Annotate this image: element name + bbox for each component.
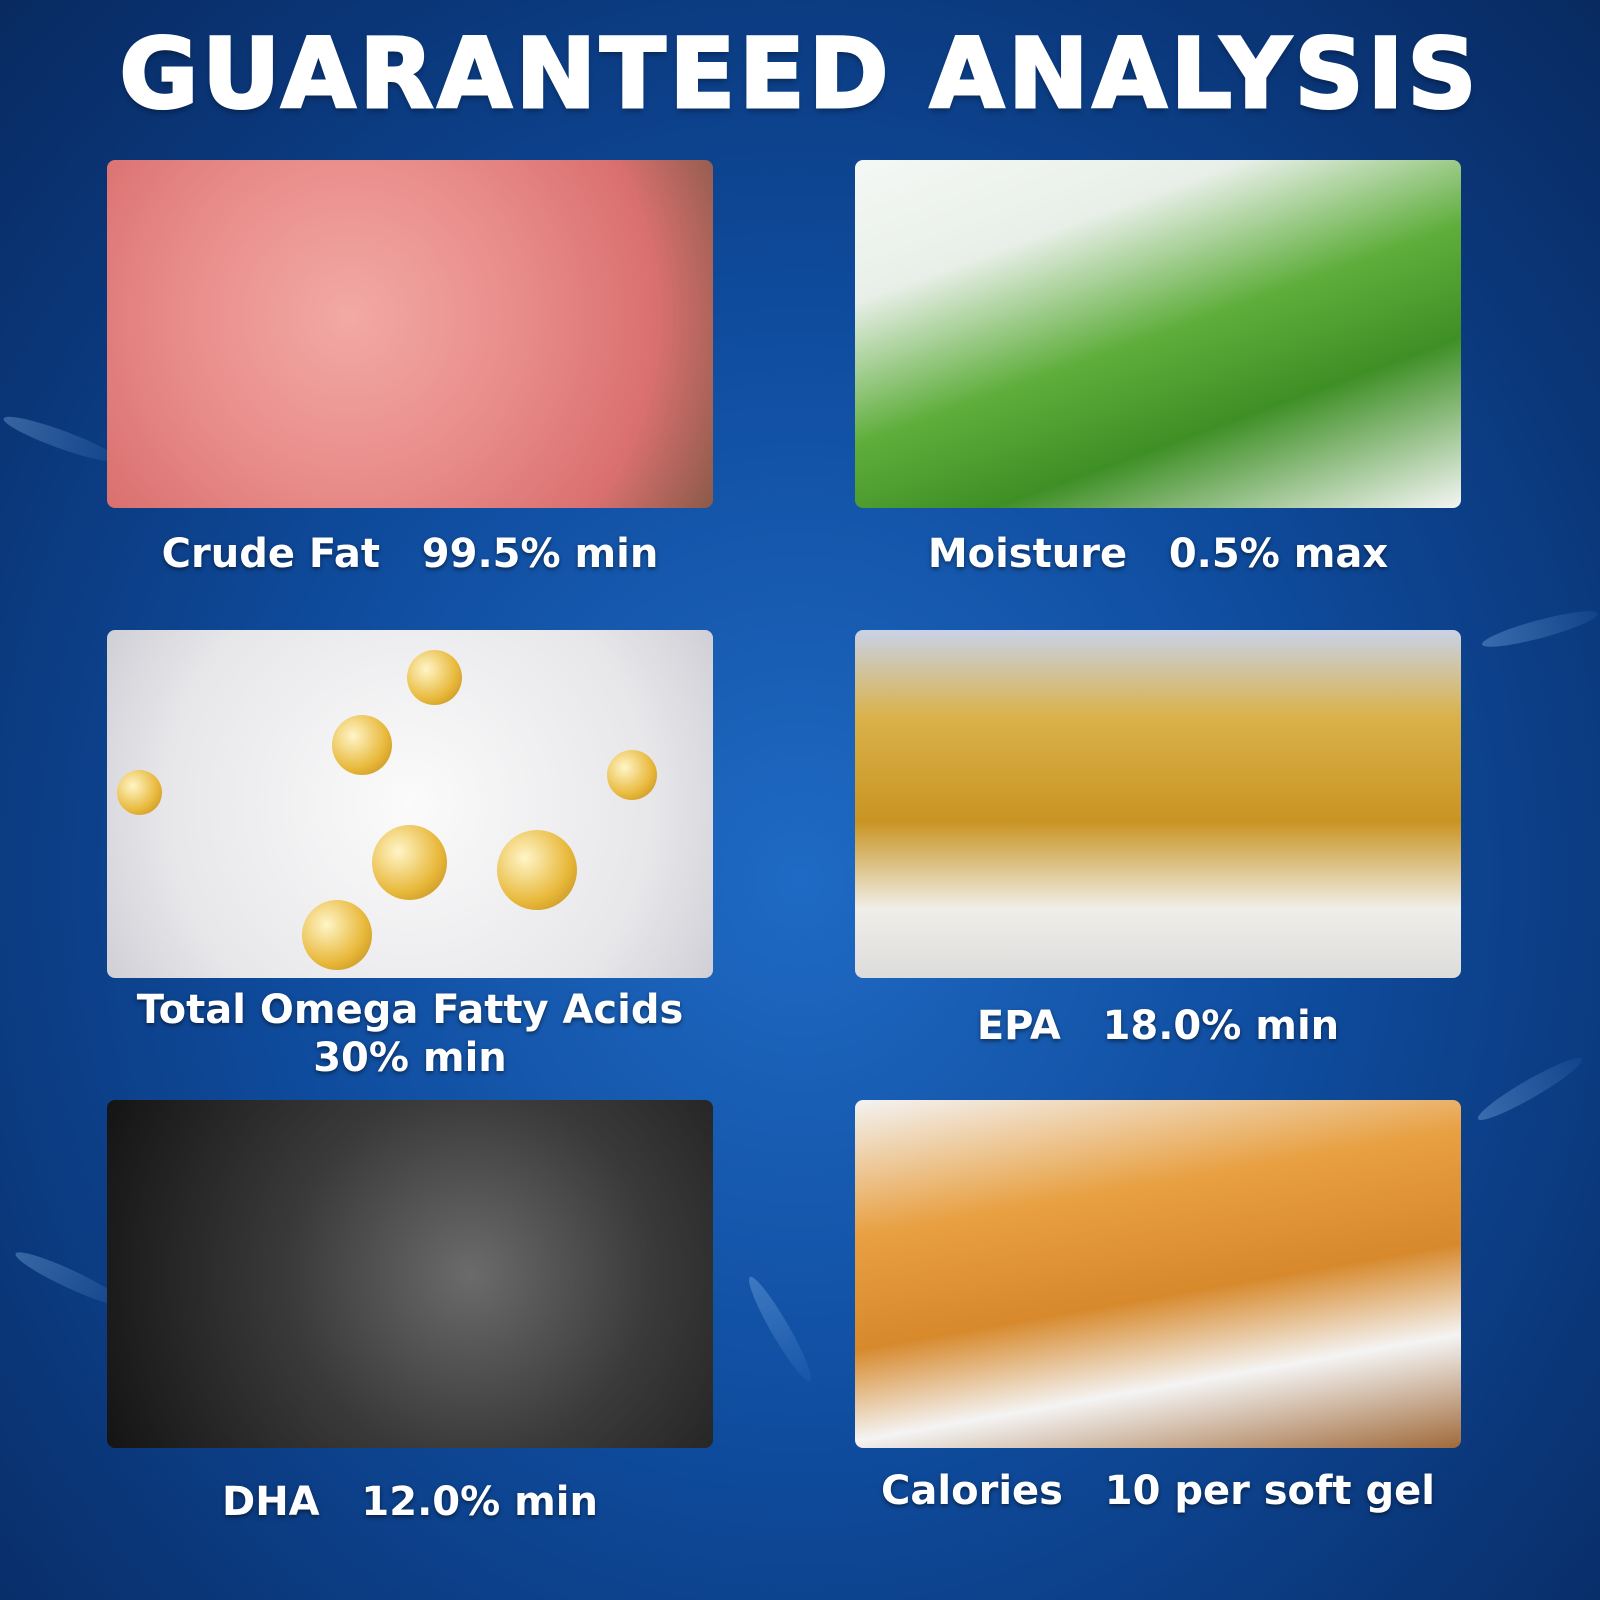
fish-decoration xyxy=(0,410,120,468)
green-leaf-in-water-image xyxy=(855,160,1461,508)
golden-molecules-image xyxy=(107,630,713,978)
dha-label: DHA 12.0% min xyxy=(222,1479,598,1525)
fish-decoration xyxy=(1479,604,1600,654)
fish-oil-softgels-image xyxy=(855,630,1461,978)
raw-meat-image xyxy=(107,160,713,508)
moisture-label: Moisture 0.5% max xyxy=(927,531,1389,577)
crude-fat-label: Crude Fat 99.5% min xyxy=(161,531,659,577)
fried-nuggets-image xyxy=(855,1100,1461,1448)
page-title: GUARANTEED ANALYSIS xyxy=(118,17,1481,132)
fish-on-ice-image xyxy=(107,1100,713,1448)
fish-decoration xyxy=(742,1272,818,1386)
epa-label: EPA 18.0% min xyxy=(976,1003,1340,1049)
fish-decoration xyxy=(1473,1051,1587,1127)
total-omega-label: Total Omega Fatty Acids 30% min xyxy=(136,987,684,1081)
calories-label: Calories 10 per soft gel xyxy=(881,1468,1435,1514)
